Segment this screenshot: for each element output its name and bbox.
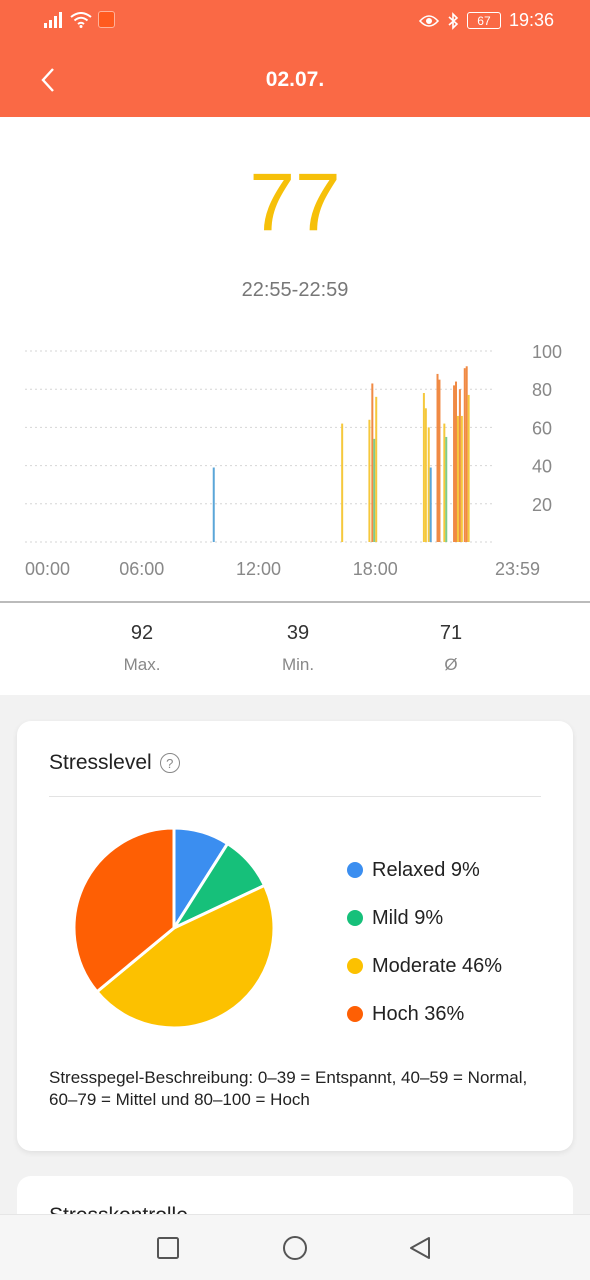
recents-button[interactable]	[153, 1233, 183, 1263]
stress-bar	[445, 436, 448, 542]
stress-bar	[212, 467, 215, 542]
legend-moderate-dot	[347, 958, 363, 974]
back-button[interactable]	[28, 60, 68, 100]
stat-average-label: Ø	[444, 655, 458, 674]
stress-bar	[427, 427, 430, 542]
nav-bar: 02.07.	[0, 50, 590, 110]
stat-max: 92 Max.	[82, 622, 202, 675]
system-nav-bar	[0, 1214, 590, 1280]
stat-average-value: 71	[439, 622, 463, 644]
stress-bar	[460, 415, 463, 542]
app-header: 67 19:36 02.07.	[0, 0, 590, 117]
x-tick-label: 12:00	[236, 559, 281, 579]
back-nav-button[interactable]	[405, 1233, 435, 1263]
stress-bar	[368, 419, 371, 542]
stress-bar	[438, 379, 441, 542]
stat-max-value: 92	[130, 622, 154, 644]
legend-high-dot	[347, 1006, 363, 1022]
stress-pie-chart	[72, 826, 276, 1030]
stress-bar	[467, 394, 470, 542]
legend-mild-label: Mild 9%	[372, 906, 444, 929]
stress-bar	[375, 396, 378, 542]
stat-average: 71 Ø	[391, 622, 511, 675]
legend-mild: Mild 9%	[347, 894, 502, 942]
stress-level-card: Stresslevel ? Relaxed 9% Mild 9% Moderat…	[17, 721, 573, 1151]
x-tick-label: 00:00	[25, 559, 70, 579]
stress-bar	[424, 408, 427, 542]
stat-min: 39 Min.	[238, 622, 358, 675]
stress-bar	[443, 423, 446, 542]
chevron-left-icon	[41, 68, 54, 92]
help-icon[interactable]: ?	[159, 753, 180, 773]
pie-legend: Relaxed 9% Mild 9% Moderate 46% Hoch 36%	[347, 846, 502, 1038]
stress-bar	[463, 368, 466, 542]
stress-bar-chart[interactable]: 100 80 60 40 20 00:00 06:00 12:00 18:00 23:59	[0, 332, 590, 592]
divider	[0, 601, 590, 603]
legend-high: Hoch 36%	[347, 990, 502, 1038]
stress-level-title-text: Stresslevel	[49, 751, 152, 774]
clock: 19:36	[508, 10, 554, 30]
y-tick-label: 20	[532, 495, 552, 515]
legend-high-label: Hoch 36%	[372, 1002, 465, 1025]
stress-bar	[429, 467, 432, 542]
stress-bar	[458, 389, 461, 542]
legend-moderate-label: Moderate 46%	[372, 954, 503, 977]
legend-moderate: Moderate 46%	[347, 942, 502, 990]
stat-min-label: Min.	[281, 655, 315, 674]
current-time-range: 22:55-22:59	[241, 279, 349, 301]
stress-bar	[373, 438, 376, 542]
legend-relaxed-label: Relaxed 9%	[372, 858, 480, 881]
signal-icon	[44, 11, 62, 28]
current-stress-value: 77	[249, 157, 341, 248]
pie-slice-3	[72, 826, 176, 994]
home-button[interactable]	[280, 1233, 310, 1263]
square-icon	[157, 1237, 179, 1259]
card-divider	[49, 796, 541, 797]
pie-slice-2	[94, 883, 276, 1030]
stress-bar	[371, 383, 374, 542]
bluetooth-icon	[448, 11, 459, 30]
triangle-back-icon	[410, 1237, 430, 1259]
stress-bar	[422, 393, 425, 542]
battery-level: 67	[477, 13, 491, 28]
stress-bar	[465, 366, 468, 542]
x-tick-label: 18:00	[353, 559, 398, 579]
stress-bar	[455, 381, 458, 542]
stat-min-value: 39	[286, 622, 310, 644]
stress-bar	[456, 415, 459, 542]
legend-relaxed: Relaxed 9%	[347, 846, 502, 894]
y-tick-label: 40	[532, 457, 552, 477]
stats-row: 92 Max. 39 Min. 71 Ø	[0, 622, 590, 682]
stress-bar	[436, 373, 439, 542]
stress-bar	[453, 385, 456, 542]
y-tick-label: 80	[532, 380, 552, 400]
y-tick-label: 100	[532, 342, 562, 362]
stress-bar	[341, 423, 344, 542]
status-right: 67 19:36	[418, 10, 554, 31]
x-tick-label: 06:00	[119, 559, 164, 579]
legend-relaxed-dot	[347, 862, 363, 878]
notification-app-icon	[98, 11, 115, 28]
circle-icon	[283, 1236, 307, 1260]
x-tick-label: 23:59	[495, 559, 540, 579]
status-left	[44, 11, 115, 28]
y-tick-label: 60	[532, 418, 552, 438]
stress-level-title: Stresslevel ?	[49, 751, 180, 775]
page-title: 02.07.	[265, 68, 325, 91]
status-bar: 67 19:36	[0, 0, 590, 42]
wifi-icon	[70, 11, 92, 28]
stat-max-label: Max.	[123, 655, 161, 674]
stress-overview: 77 22:55-22:59 100 80 60 40 20 00:00 06:00 12:0…	[0, 117, 590, 695]
stress-description: Stresspegel-Beschreibung: 0–39 = Entspan…	[49, 1068, 528, 1109]
eye-icon	[418, 14, 439, 27]
legend-mild-dot	[347, 910, 363, 926]
battery-icon: 67	[466, 12, 501, 29]
